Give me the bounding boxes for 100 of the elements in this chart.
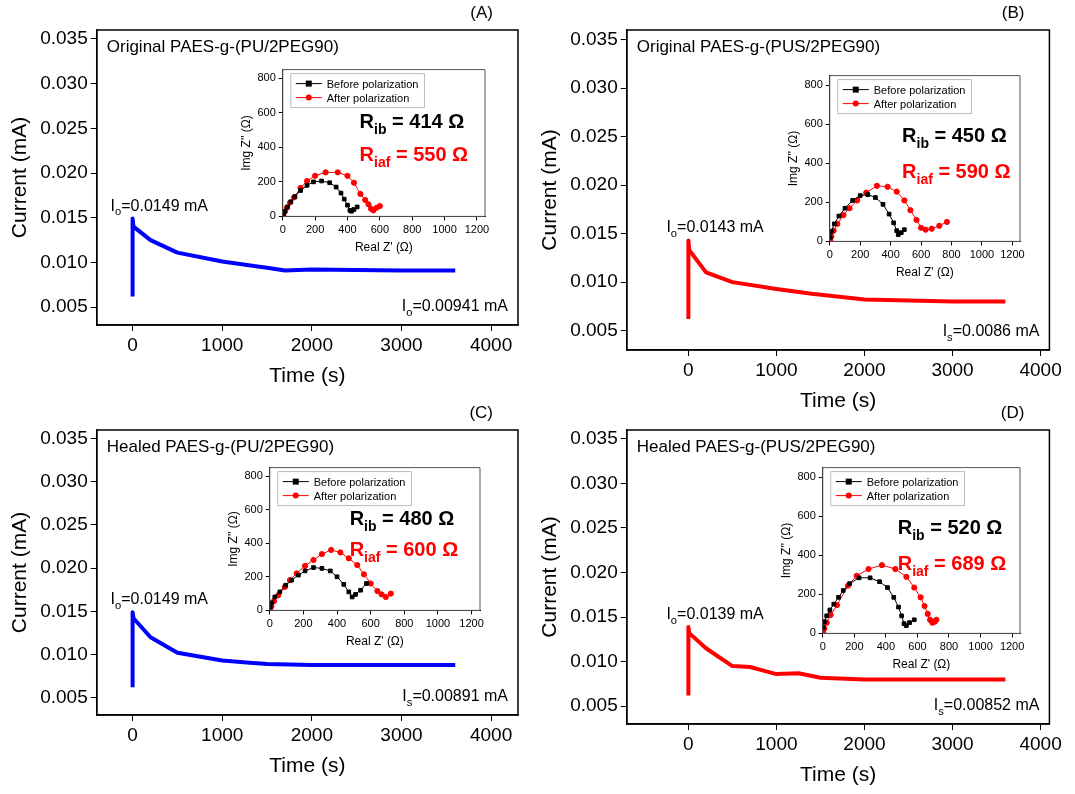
x-tick-label: 4000 xyxy=(1019,358,1062,380)
x-tick-label: 1000 xyxy=(968,640,993,653)
legend-label: After polarization xyxy=(326,91,410,104)
x-tick-label: 1000 xyxy=(432,223,457,236)
y-axis-title: Current (mA) xyxy=(7,511,31,634)
x-tick-label: 600 xyxy=(908,640,927,653)
x-tick-label: 4000 xyxy=(469,333,513,355)
y-tick-label: 0.020 xyxy=(570,173,618,195)
y-tick-label: 400 xyxy=(244,536,263,549)
y-axis-title: Current (mA) xyxy=(7,116,31,239)
x-axis-title: Real Z' (Ω) xyxy=(895,265,954,280)
x-tick-label: 1000 xyxy=(755,732,798,754)
y-tick-label: 200 xyxy=(797,587,816,600)
y-tick-label: 0.025 xyxy=(40,513,88,535)
y-tick-label: 0.015 xyxy=(40,205,88,227)
legend-label: Before polarization xyxy=(873,83,966,96)
x-tick-label: 2000 xyxy=(843,732,886,754)
y-tick-label: 0 xyxy=(809,626,816,639)
y-tick-label: 0.035 xyxy=(40,426,88,448)
x-tick-label: 0 xyxy=(127,333,138,355)
x-tick-label: 600 xyxy=(911,248,931,261)
x-tick-label: 800 xyxy=(395,617,414,630)
x-tick-label: 2000 xyxy=(290,723,333,745)
y-tick-label: 800 xyxy=(804,78,823,91)
y-tick-label: 800 xyxy=(797,470,816,483)
x-tick-label: 1000 xyxy=(969,248,995,261)
x-tick-label: 400 xyxy=(876,640,896,653)
x-tick-label: 3000 xyxy=(380,333,423,355)
x-tick-label: 2000 xyxy=(290,333,333,355)
x-tick-label: 600 xyxy=(361,617,380,630)
y-tick-label: 0.035 xyxy=(570,27,618,49)
x-tick-label: 200 xyxy=(845,640,864,653)
x-tick-label: 0 xyxy=(683,732,694,754)
x-tick-label: 1000 xyxy=(755,358,798,380)
y-tick-label: 0.030 xyxy=(570,471,618,493)
y-tick-label: 0.030 xyxy=(40,71,88,93)
x-axis-title: Time (s) xyxy=(799,762,877,786)
x-tick-label: 3000 xyxy=(931,358,974,380)
x-tick-label: 800 xyxy=(942,248,961,261)
x-axis-title: Time (s) xyxy=(269,363,346,387)
x-tick-label: 3000 xyxy=(931,732,974,754)
y-tick-label: 400 xyxy=(804,156,823,169)
y-tick-label: 0.020 xyxy=(40,161,88,183)
y-tick-label: 0.030 xyxy=(570,76,618,98)
legend-label: After polarization xyxy=(866,489,950,502)
x-tick-label: 1000 xyxy=(425,617,451,630)
y-tick-label: 0.025 xyxy=(570,516,618,538)
y-tick-label: 600 xyxy=(804,117,823,130)
y-axis-title: Current (mA) xyxy=(537,129,561,251)
x-tick-label: 200 xyxy=(305,223,325,236)
x-axis-title: Real Z' (Ω) xyxy=(345,634,404,649)
legend-label: Before polarization xyxy=(866,475,959,488)
legend-label: Before polarization xyxy=(313,475,406,488)
text: (D) xyxy=(1000,403,1025,422)
y-tick-label: 600 xyxy=(797,509,816,522)
y-tick-label: 0.025 xyxy=(40,116,88,138)
x-tick-label: 4000 xyxy=(469,723,513,745)
y-tick-label: 0 xyxy=(269,209,276,222)
y-tick-label: 0.010 xyxy=(40,642,88,664)
x-tick-label: 200 xyxy=(294,617,313,630)
x-axis-title: Real Z' (Ω) xyxy=(892,657,951,672)
y-axis-title: Img Z'' (Ω) xyxy=(778,522,793,579)
text: (B) xyxy=(1001,3,1025,22)
x-tick-label: 0 xyxy=(683,358,694,380)
x-tick-label: 1200 xyxy=(999,640,1025,653)
chart-title: Original PAES-g-(PUS/2PEG90) xyxy=(636,37,881,56)
y-tick-label: 200 xyxy=(804,195,823,208)
y-tick-label: 0.015 xyxy=(40,599,88,621)
y-tick-label: 0.010 xyxy=(40,250,88,272)
x-tick-label: 1200 xyxy=(464,223,490,236)
y-tick-label: 600 xyxy=(257,105,276,118)
x-tick-label: 1200 xyxy=(459,617,484,630)
legend-label: After polarization xyxy=(873,97,957,110)
y-axis-title: Img Z'' (Ω) xyxy=(238,115,253,171)
chart-title: Original PAES-g-(PU/2PEG90) xyxy=(106,37,339,56)
y-tick-label: 0.025 xyxy=(570,124,618,146)
x-tick-label: 0 xyxy=(826,248,833,261)
x-tick-label: 4000 xyxy=(1019,732,1062,754)
x-tick-label: 1200 xyxy=(1000,248,1025,261)
x-tick-label: 800 xyxy=(939,640,959,653)
x-tick-label: 800 xyxy=(403,223,422,236)
x-tick-label: 0 xyxy=(279,223,286,236)
y-tick-label: 0.005 xyxy=(570,694,618,716)
x-tick-label: 1000 xyxy=(201,333,244,355)
y-axis-title: Img Z'' (Ω) xyxy=(785,130,800,187)
y-tick-label: 0.020 xyxy=(570,560,618,582)
y-tick-label: 0.005 xyxy=(40,685,88,707)
y-tick-label: 0 xyxy=(256,603,263,616)
y-tick-label: 0 xyxy=(816,234,823,247)
y-tick-label: 0.005 xyxy=(570,318,618,340)
x-tick-label: 1000 xyxy=(201,723,244,745)
y-tick-label: 0.010 xyxy=(570,270,618,292)
y-tick-label: 0.020 xyxy=(40,556,88,578)
y-axis-title: Current (mA) xyxy=(537,516,561,638)
legend-label: After polarization xyxy=(313,489,397,502)
y-tick-label: 0.015 xyxy=(570,221,618,243)
y-tick-label: 0.010 xyxy=(570,649,618,671)
x-axis-title: Real Z' (Ω) xyxy=(354,240,413,255)
y-tick-label: 0.035 xyxy=(40,27,88,49)
x-tick-label: 400 xyxy=(881,248,900,261)
